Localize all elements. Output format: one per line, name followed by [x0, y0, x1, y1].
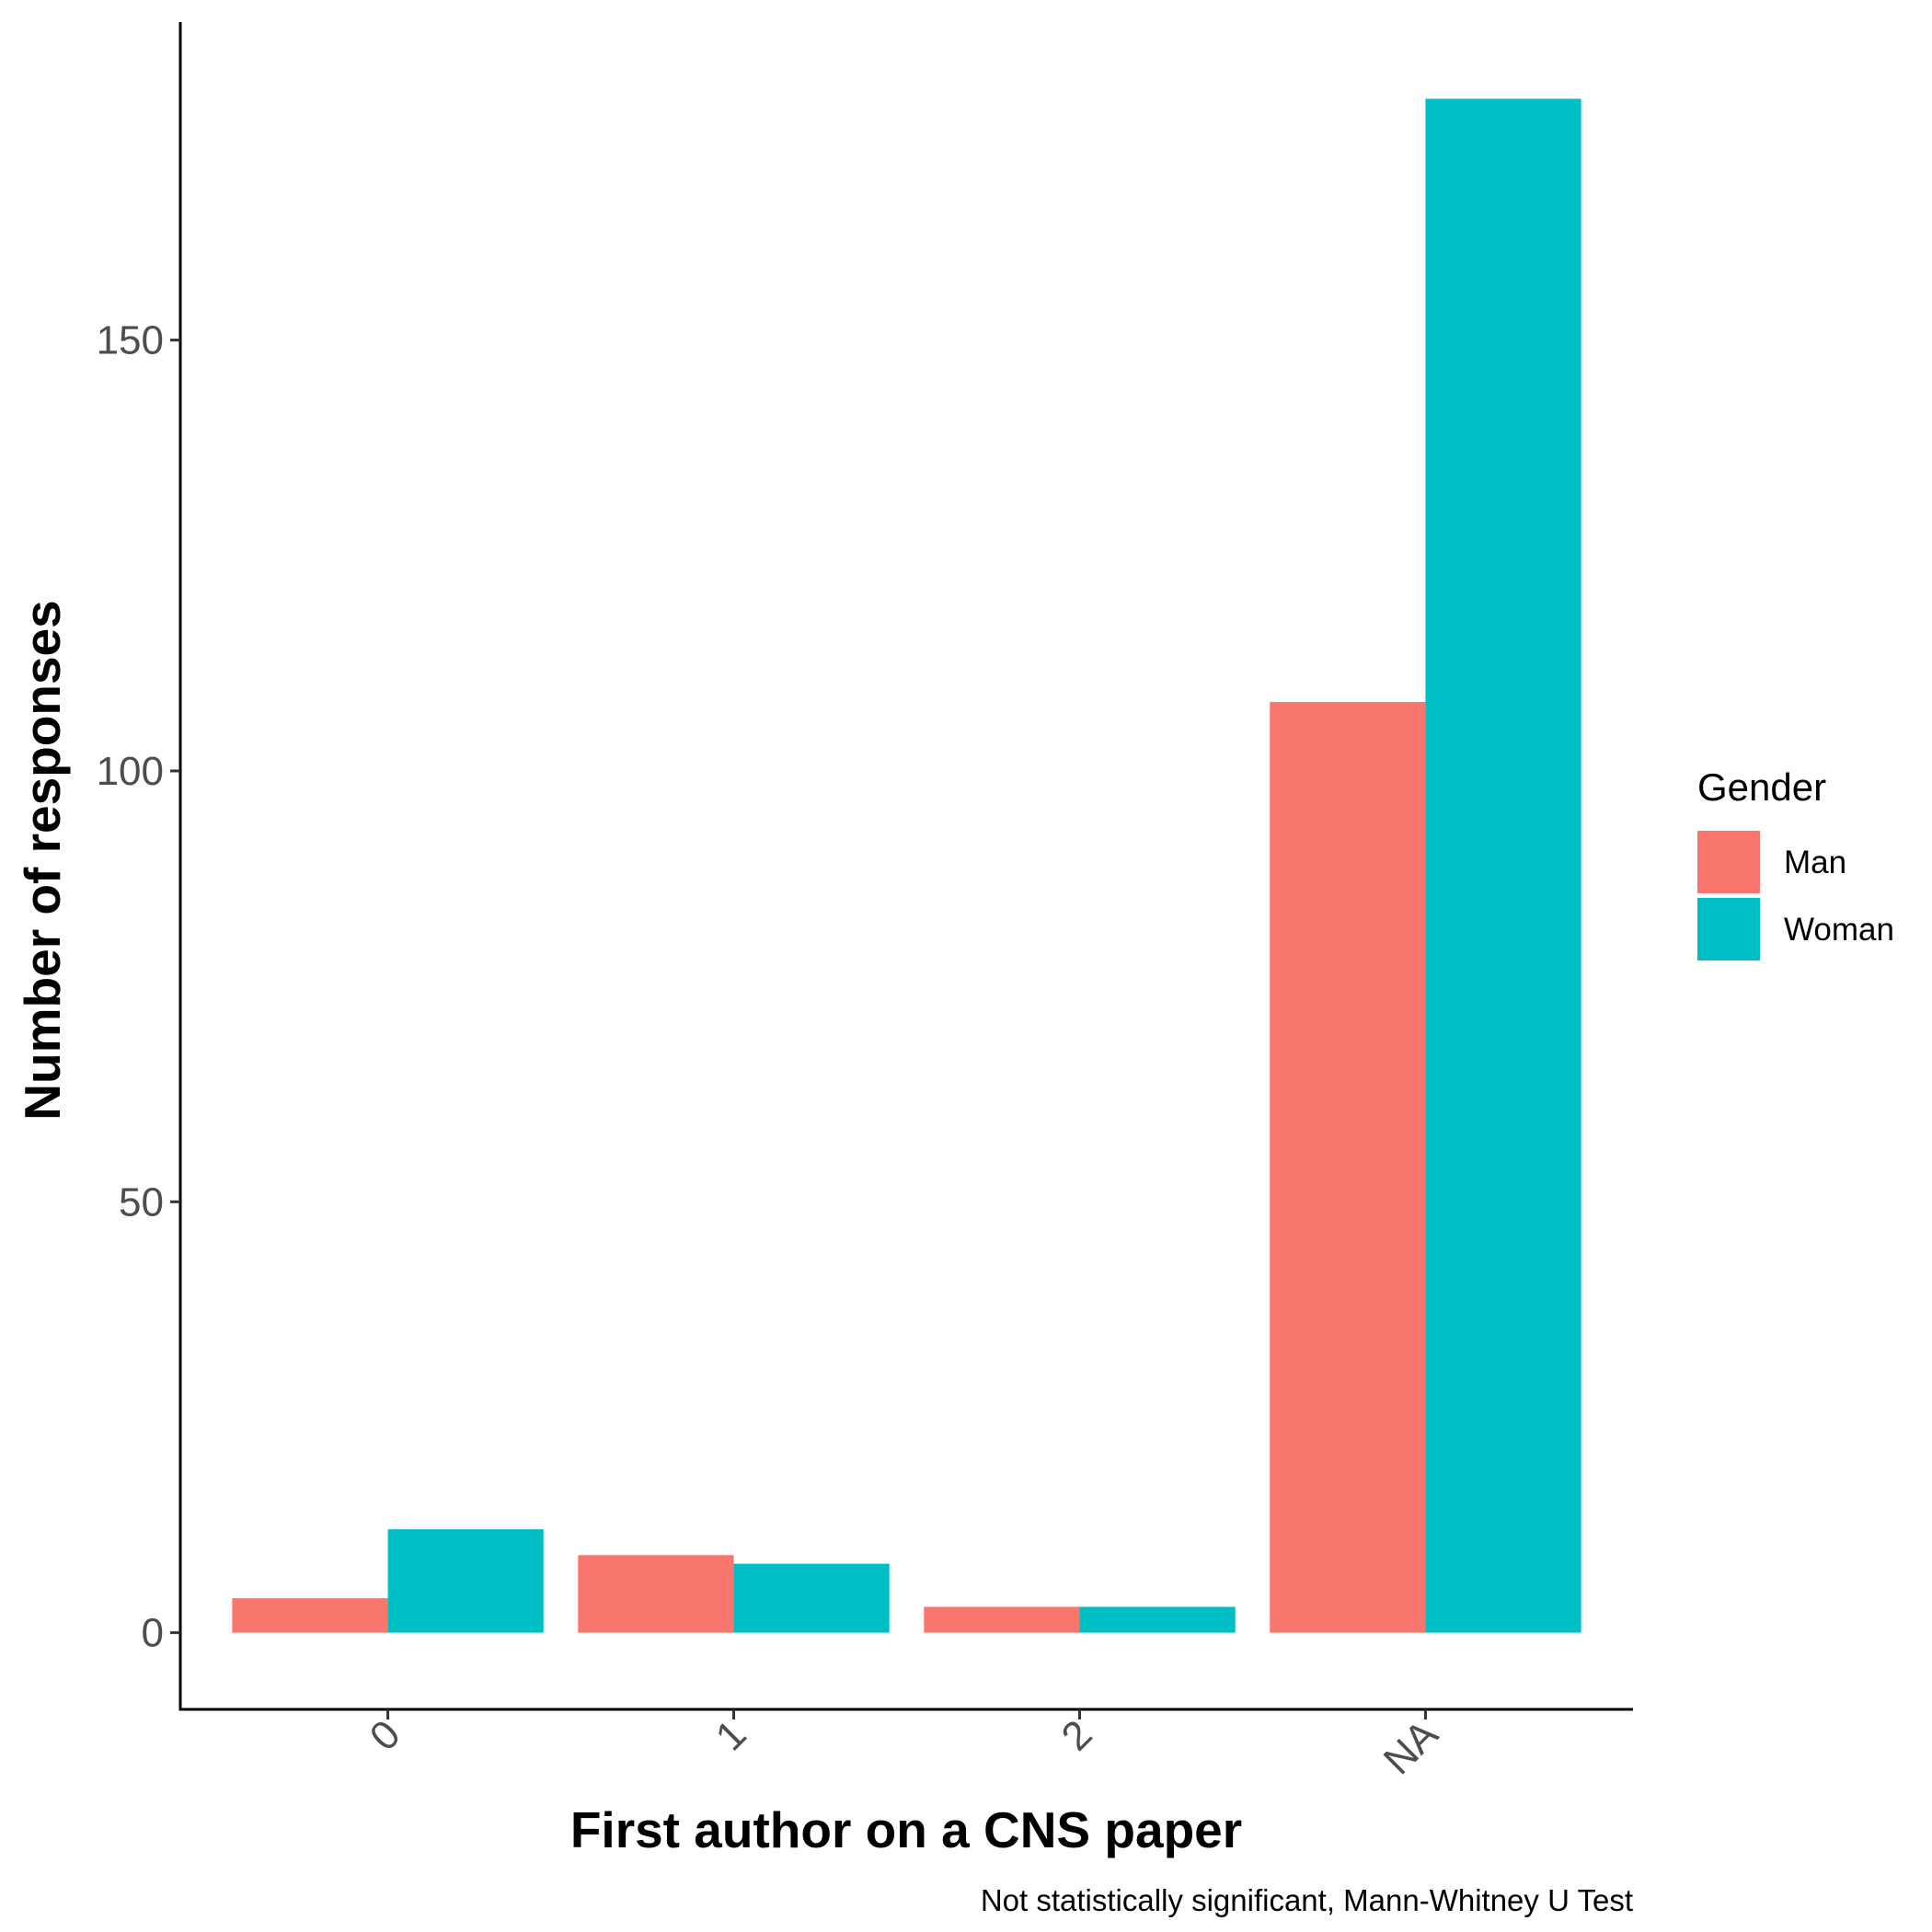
bar-man-na: [1270, 702, 1426, 1633]
bar-man-2: [924, 1606, 1080, 1633]
y-axis-title: Number of responses: [14, 600, 71, 1120]
bars-layer: [232, 98, 1581, 1633]
legend: Gender Man Woman: [1697, 765, 1894, 960]
x-tick-label: 2: [1053, 1711, 1101, 1759]
bar-woman-2: [1079, 1606, 1236, 1633]
bar-woman-na: [1425, 98, 1581, 1633]
y-tick-label: 50: [119, 1179, 164, 1225]
legend-swatch-man: [1697, 831, 1760, 893]
legend-items: Man Woman: [1697, 831, 1894, 960]
legend-label-woman: Woman: [1784, 912, 1894, 948]
x-axis-title: First author on a CNS paper: [570, 1801, 1242, 1858]
bar-man-0: [232, 1598, 388, 1633]
y-ticks: 0 50 100 150: [97, 318, 180, 1656]
bar-man-1: [578, 1555, 734, 1633]
x-tick-label: NA: [1375, 1711, 1447, 1783]
caption: Not statistically significant, Mann-Whit…: [981, 1883, 1633, 1917]
bar-woman-1: [733, 1563, 890, 1633]
legend-swatch-woman: [1697, 898, 1760, 960]
y-tick-label: 150: [97, 318, 164, 363]
y-tick-label: 0: [142, 1611, 164, 1656]
x-tick-label: 0: [362, 1711, 409, 1759]
legend-title: Gender: [1697, 765, 1826, 809]
axes-layer: [178, 22, 1633, 1711]
x-tick-label: 1: [707, 1711, 755, 1759]
x-ticks: 0 1 2 NA: [362, 1709, 1447, 1783]
y-tick-label: 100: [97, 749, 164, 794]
legend-label-man: Man: [1784, 845, 1846, 880]
bar-woman-0: [387, 1529, 544, 1633]
